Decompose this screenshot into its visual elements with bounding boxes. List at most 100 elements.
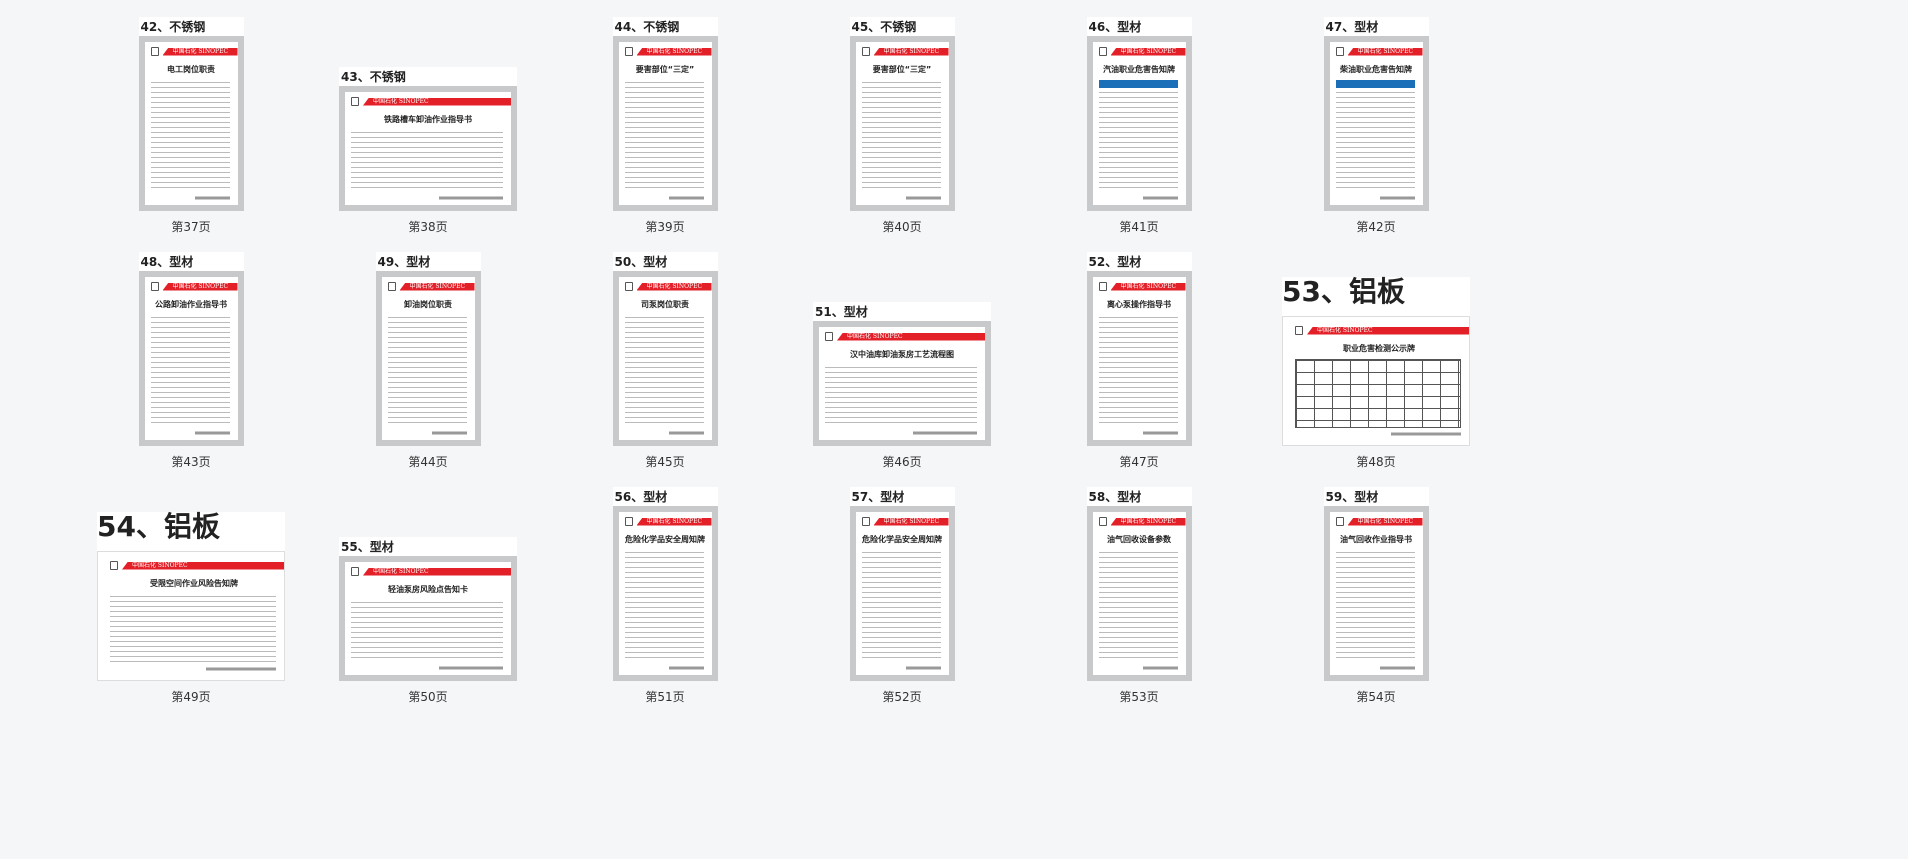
thumbnail-image[interactable]: 58、型材 中国石化 SINOPEC 油气回收设备参数 bbox=[1086, 487, 1192, 681]
sign-body bbox=[387, 315, 467, 427]
sign-sheet: 中国石化 SINOPEC 汉中油库卸油泵房工艺流程图 bbox=[819, 327, 985, 440]
sign-title: 公路卸油作业指导书 bbox=[155, 300, 227, 309]
page-number: 第39页 bbox=[645, 220, 685, 234]
page-thumbnail[interactable]: 58、型材 中国石化 SINOPEC 油气回收设备参数 第53页 bbox=[1020, 470, 1258, 705]
brand-band: 中国石化 SINOPEC bbox=[636, 517, 712, 526]
sign-title: 油气回收作业指导书 bbox=[1340, 535, 1412, 544]
material-label: 45、不锈钢 bbox=[849, 17, 955, 36]
sign-footer bbox=[905, 666, 941, 670]
page-thumbnail[interactable]: 55、型材 中国石化 SINOPEC 轻油泵房风险点告知卡 第50页 bbox=[309, 470, 547, 705]
thumbnail-image[interactable]: 42、不锈钢 中国石化 SINOPEC 电工岗位职责 bbox=[138, 17, 244, 211]
sign-sheet: 中国石化 SINOPEC 油气回收设备参数 bbox=[1092, 512, 1186, 675]
page-number: 第45页 bbox=[645, 455, 685, 469]
sign-footer bbox=[206, 667, 276, 671]
thumbnail-image[interactable]: 47、型材 中国石化 SINOPEC 柴油职业危害告知牌 bbox=[1323, 17, 1429, 211]
thumbnail-image[interactable]: 59、型材 中国石化 SINOPEC 油气回收作业指导书 bbox=[1323, 487, 1429, 681]
sign-preview: 中国石化 SINOPEC 油气回收作业指导书 bbox=[1323, 506, 1429, 681]
sign-title: 电工岗位职责 bbox=[167, 65, 215, 74]
sign-title: 轻油泵房风险点告知卡 bbox=[388, 585, 468, 594]
sign-footer bbox=[1142, 431, 1178, 435]
page-thumbnail[interactable]: 54、铝板 中国石化 SINOPEC 受限空间作业风险告知牌 第49页 bbox=[72, 470, 310, 705]
page-thumbnail[interactable]: 52、型材 中国石化 SINOPEC 离心泵操作指导书 第47页 bbox=[1020, 235, 1258, 470]
sign-body bbox=[351, 130, 503, 192]
sign-preview: 中国石化 SINOPEC 油气回收设备参数 bbox=[1086, 506, 1192, 681]
sign-body bbox=[861, 80, 941, 192]
brand-band: 中国石化 SINOPEC bbox=[873, 47, 949, 56]
sign-preview: 中国石化 SINOPEC 汽油职业危害告知牌 bbox=[1086, 36, 1192, 211]
material-label: 52、型材 bbox=[1086, 252, 1192, 271]
material-label: 43、不锈钢 bbox=[339, 67, 517, 86]
sign-footer bbox=[1142, 196, 1178, 200]
sign-title: 汽油职业危害告知牌 bbox=[1103, 65, 1175, 74]
material-label: 56、型材 bbox=[612, 487, 718, 506]
sign-body bbox=[150, 80, 230, 192]
page-thumbnail[interactable]: 46、型材 中国石化 SINOPEC 汽油职业危害告知牌 第41页 bbox=[1020, 0, 1258, 235]
sign-body bbox=[624, 315, 704, 427]
thumbnail-image[interactable]: 55、型材 中国石化 SINOPEC 轻油泵房风险点告知卡 bbox=[339, 537, 517, 681]
sinopec-logo-icon bbox=[1098, 282, 1107, 291]
page-thumbnail[interactable]: 53、铝板 中国石化 SINOPEC 职业危害检测公示牌 第48页 bbox=[1257, 235, 1495, 470]
sinopec-logo-icon bbox=[861, 517, 870, 526]
thumbnail-image[interactable]: 57、型材 中国石化 SINOPEC 危险化学品安全周知牌 bbox=[849, 487, 955, 681]
page-thumbnail[interactable]: 43、不锈钢 中国石化 SINOPEC 铁路槽车卸油作业指导书 第38页 bbox=[309, 0, 547, 235]
page-thumbnail[interactable]: 48、型材 中国石化 SINOPEC 公路卸油作业指导书 第43页 bbox=[72, 235, 310, 470]
page-number: 第41页 bbox=[1119, 220, 1159, 234]
page-thumbnail[interactable]: 45、不锈钢 中国石化 SINOPEC 要害部位“三定” 第40页 bbox=[783, 0, 1021, 235]
sign-body bbox=[1335, 550, 1415, 662]
sinopec-logo-icon bbox=[1295, 326, 1303, 335]
sign-preview: 中国石化 SINOPEC 电工岗位职责 bbox=[138, 36, 244, 211]
material-label: 51、型材 bbox=[813, 302, 991, 321]
sign-body bbox=[624, 80, 704, 192]
sinopec-logo-icon bbox=[1335, 517, 1344, 526]
sign-footer bbox=[1379, 666, 1415, 670]
sinopec-header: 中国石化 SINOPEC bbox=[861, 47, 949, 56]
sign-body bbox=[150, 315, 230, 427]
sinopec-logo-icon bbox=[351, 567, 359, 576]
sinopec-logo-icon bbox=[150, 282, 159, 291]
sign-body bbox=[1098, 315, 1178, 427]
page-thumbnail[interactable]: 44、不锈钢 中国石化 SINOPEC 要害部位“三定” 第39页 bbox=[546, 0, 784, 235]
thumbnail-image[interactable]: 49、型材 中国石化 SINOPEC 卸油岗位职责 bbox=[375, 252, 481, 446]
page-number: 第54页 bbox=[1356, 690, 1396, 704]
page-thumbnail[interactable]: 50、型材 中国石化 SINOPEC 司泵岗位职责 第45页 bbox=[546, 235, 784, 470]
material-label: 47、型材 bbox=[1323, 17, 1429, 36]
sinopec-header: 中国石化 SINOPEC bbox=[1098, 517, 1186, 526]
sign-preview: 中国石化 SINOPEC 汉中油库卸油泵房工艺流程图 bbox=[813, 321, 991, 446]
thumbnail-image[interactable]: 44、不锈钢 中国石化 SINOPEC 要害部位“三定” bbox=[612, 17, 718, 211]
thumbnail-image[interactable]: 43、不锈钢 中国石化 SINOPEC 铁路槽车卸油作业指导书 bbox=[339, 67, 517, 211]
page-thumbnail[interactable]: 51、型材 中国石化 SINOPEC 汉中油库卸油泵房工艺流程图 第46页 bbox=[783, 235, 1021, 470]
thumbnail-image[interactable]: 48、型材 中国石化 SINOPEC 公路卸油作业指导书 bbox=[138, 252, 244, 446]
page-number: 第47页 bbox=[1119, 455, 1159, 469]
sign-footer bbox=[905, 196, 941, 200]
sinopec-header: 中国石化 SINOPEC bbox=[861, 517, 949, 526]
brand-band: 中国石化 SINOPEC bbox=[399, 282, 475, 291]
thumbnail-image[interactable]: 54、铝板 中国石化 SINOPEC 受限空间作业风险告知牌 bbox=[97, 511, 285, 681]
thumbnail-image[interactable]: 53、铝板 中国石化 SINOPEC 职业危害检测公示牌 bbox=[1282, 276, 1470, 446]
sinopec-header: 中国石化 SINOPEC bbox=[1295, 326, 1469, 335]
page-thumbnail[interactable]: 42、不锈钢 中国石化 SINOPEC 电工岗位职责 第37页 bbox=[72, 0, 310, 235]
thumbnail-image[interactable]: 46、型材 中国石化 SINOPEC 汽油职业危害告知牌 bbox=[1086, 17, 1192, 211]
sign-body bbox=[825, 365, 977, 427]
sign-title: 铁路槽车卸油作业指导书 bbox=[384, 115, 472, 124]
sign-footer bbox=[668, 666, 704, 670]
thumbnail-image[interactable]: 56、型材 中国石化 SINOPEC 危险化学品安全周知牌 bbox=[612, 487, 718, 681]
page-thumbnail[interactable]: 49、型材 中国石化 SINOPEC 卸油岗位职责 第44页 bbox=[309, 235, 547, 470]
sign-sheet: 中国石化 SINOPEC 受限空间作业风险告知牌 bbox=[104, 556, 284, 676]
page-thumbnail[interactable]: 56、型材 中国石化 SINOPEC 危险化学品安全周知牌 第51页 bbox=[546, 470, 784, 705]
sinopec-logo-icon bbox=[387, 282, 396, 291]
page-thumbnail[interactable]: 57、型材 中国石化 SINOPEC 危险化学品安全周知牌 第52页 bbox=[783, 470, 1021, 705]
page-number: 第37页 bbox=[171, 220, 211, 234]
material-label: 54、铝板 bbox=[97, 511, 285, 551]
sign-title: 司泵岗位职责 bbox=[641, 300, 689, 309]
thumbnail-image[interactable]: 51、型材 中国石化 SINOPEC 汉中油库卸油泵房工艺流程图 bbox=[813, 302, 991, 446]
thumbnail-image[interactable]: 52、型材 中国石化 SINOPEC 离心泵操作指导书 bbox=[1086, 252, 1192, 446]
sign-footer bbox=[439, 666, 503, 670]
page-number: 第50页 bbox=[408, 690, 448, 704]
sign-preview: 中国石化 SINOPEC 危险化学品安全周知牌 bbox=[849, 506, 955, 681]
thumbnail-image[interactable]: 45、不锈钢 中国石化 SINOPEC 要害部位“三定” bbox=[849, 17, 955, 211]
page-number: 第43页 bbox=[171, 455, 211, 469]
page-thumbnail[interactable]: 59、型材 中国石化 SINOPEC 油气回收作业指导书 第54页 bbox=[1257, 470, 1495, 705]
thumbnail-image[interactable]: 50、型材 中国石化 SINOPEC 司泵岗位职责 bbox=[612, 252, 718, 446]
page-thumbnail[interactable]: 47、型材 中国石化 SINOPEC 柴油职业危害告知牌 第42页 bbox=[1257, 0, 1495, 235]
sinopec-logo-icon bbox=[624, 517, 633, 526]
